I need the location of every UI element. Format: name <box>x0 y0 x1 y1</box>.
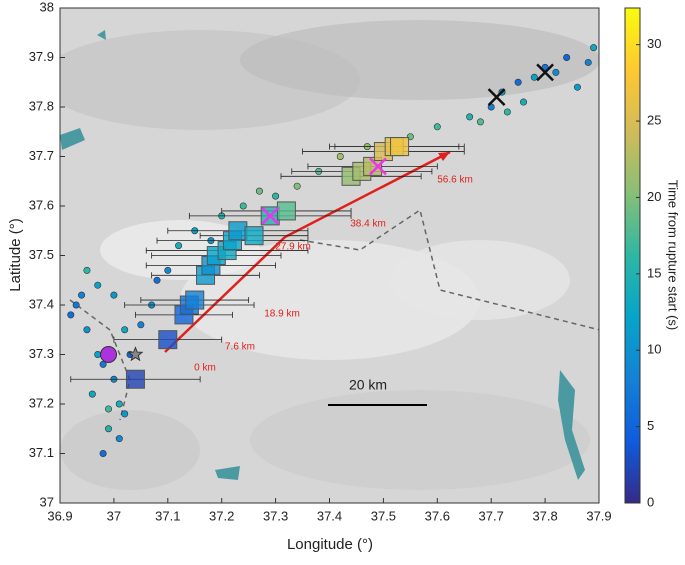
marker-x <box>487 88 506 106</box>
colorbar-tick-label: 15 <box>647 265 661 280</box>
event <box>83 266 91 274</box>
x-tick-label: 37.6 <box>425 508 450 523</box>
y-tick-label: 37.2 <box>29 395 54 410</box>
event <box>94 350 102 358</box>
event <box>584 58 592 66</box>
marker-x <box>261 207 280 225</box>
event <box>520 98 528 106</box>
rupture-square <box>276 201 296 221</box>
distance-label: 27.9 km <box>275 242 311 253</box>
event <box>164 266 172 274</box>
event <box>99 449 107 457</box>
x-tick-label: 36.9 <box>47 508 72 523</box>
x-tick-label: 37.4 <box>317 508 342 523</box>
event <box>83 326 91 334</box>
event <box>115 435 123 443</box>
event <box>121 410 129 418</box>
distance-label: 18.9 km <box>264 309 300 320</box>
event <box>121 326 129 334</box>
x-tick-label: 37.1 <box>155 508 180 523</box>
event <box>590 44 598 52</box>
event <box>239 202 247 210</box>
event <box>94 281 102 289</box>
event <box>293 182 301 190</box>
event <box>137 321 145 329</box>
x-tick-label: 37.8 <box>532 508 557 523</box>
event <box>272 192 280 200</box>
y-tick-label: 37.3 <box>29 346 54 361</box>
y-tick-label: 37.4 <box>29 296 54 311</box>
x-tick-label: 37.7 <box>479 508 504 523</box>
x-axis-label: Longitude (°) <box>287 536 373 553</box>
event <box>433 123 441 131</box>
event <box>336 153 344 161</box>
marker-x <box>536 63 554 82</box>
y-tick-label: 37.5 <box>29 247 54 262</box>
event <box>514 78 522 86</box>
rupture-square <box>390 137 410 157</box>
event <box>105 425 113 433</box>
colorbar-tick-label: 10 <box>647 342 661 357</box>
colorbar-tick-label: 30 <box>647 36 661 51</box>
x-tick-label: 37.2 <box>209 508 234 523</box>
rupture-square <box>228 221 248 241</box>
colorbar-label: Time from rupture start (s) <box>666 180 681 330</box>
y-tick-label: 37.6 <box>29 197 54 212</box>
plot <box>67 44 598 457</box>
event <box>115 400 123 408</box>
x-tick-label: 37.3 <box>263 508 288 523</box>
y-tick-label: 37.7 <box>29 148 54 163</box>
event <box>503 108 511 116</box>
y-tick-label: 37.8 <box>29 98 54 113</box>
rupture-square <box>158 330 178 350</box>
event <box>476 118 484 126</box>
distance-label: 0 km <box>194 363 216 374</box>
event <box>88 390 96 398</box>
event <box>175 242 183 250</box>
colorbar-tick-label: 20 <box>647 189 661 204</box>
event <box>530 73 538 81</box>
distance-label: 7.6 km <box>225 342 255 353</box>
event <box>78 291 86 299</box>
event <box>255 187 263 195</box>
y-tick-label: 37.1 <box>29 445 54 460</box>
x-tick-label: 37.9 <box>586 508 611 523</box>
distance-label: 56.6 km <box>437 175 473 186</box>
event <box>105 405 113 413</box>
y-tick-label: 38 <box>40 0 54 14</box>
marker-x <box>369 157 387 176</box>
colorbar-tick-label: 5 <box>647 418 654 433</box>
rupture-square <box>363 156 383 176</box>
event <box>99 360 107 368</box>
distance-label: 38.4 km <box>350 219 386 230</box>
event <box>573 83 581 91</box>
rupture-square <box>244 226 264 246</box>
event <box>110 291 118 299</box>
event <box>466 113 474 121</box>
y-axis-label: Latitude (°) <box>7 218 24 292</box>
marker-star <box>127 346 144 362</box>
rupture-square <box>125 369 145 389</box>
event <box>153 276 161 284</box>
y-tick-label: 37.9 <box>29 49 54 64</box>
x-tick-label: 37.5 <box>371 508 396 523</box>
event <box>563 53 571 61</box>
x-tick-label: 37 <box>107 508 121 523</box>
colorbar-tick-label: 25 <box>647 112 661 127</box>
event <box>72 301 80 309</box>
y-tick-label: 37 <box>40 494 54 509</box>
marker-circle <box>100 346 118 363</box>
event <box>67 311 75 319</box>
colorbar-tick-label: 0 <box>647 494 654 509</box>
colorbar <box>624 7 641 504</box>
rupture-square <box>185 290 205 310</box>
event <box>552 68 560 76</box>
scale-bar-label: 20 km <box>349 377 387 393</box>
